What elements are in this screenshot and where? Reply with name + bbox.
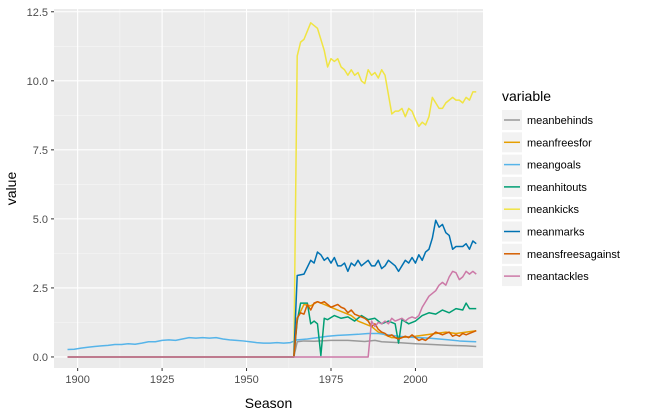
legend-title: variable bbox=[502, 88, 551, 104]
y-tick-label: 5.0 bbox=[33, 214, 48, 226]
legend-label-meangoals: meangoals bbox=[527, 160, 581, 172]
y-tick-label: 7.5 bbox=[33, 145, 48, 157]
legend-label-meansfreesagainst: meansfreesagainst bbox=[527, 249, 620, 261]
x-tick-label: 1975 bbox=[319, 374, 343, 386]
series-line-meankicks bbox=[67, 22, 477, 358]
y-tick-label: 10.0 bbox=[27, 76, 48, 88]
series-line-meansfreesagainst bbox=[67, 300, 477, 358]
legend-label-meankicks: meankicks bbox=[527, 204, 579, 216]
y-tick-label: 2.5 bbox=[33, 283, 48, 295]
legend-label-meanmarks: meanmarks bbox=[527, 227, 585, 239]
x-tick-label: 2000 bbox=[403, 374, 427, 386]
y-tick-label: 0.0 bbox=[33, 352, 48, 364]
y-axis-title: value bbox=[3, 172, 19, 206]
legend-label-meanhitouts: meanhitouts bbox=[527, 182, 587, 194]
x-tick-label: 1925 bbox=[150, 374, 174, 386]
legend-label-meantackles: meantackles bbox=[527, 271, 589, 283]
x-tick-label: 1950 bbox=[234, 374, 258, 386]
legend-label-meanfreesfor: meanfreesfor bbox=[527, 137, 592, 149]
x-tick-label: 1900 bbox=[65, 374, 89, 386]
series-line-meantackles bbox=[67, 270, 477, 358]
y-tick-label: 12.5 bbox=[27, 7, 48, 19]
plot-panel bbox=[54, 9, 483, 368]
series-line-meanmarks bbox=[67, 219, 477, 358]
series-group bbox=[67, 22, 477, 358]
x-axis-title: Season bbox=[245, 395, 292, 411]
legend-label-meanbehinds: meanbehinds bbox=[527, 115, 594, 127]
